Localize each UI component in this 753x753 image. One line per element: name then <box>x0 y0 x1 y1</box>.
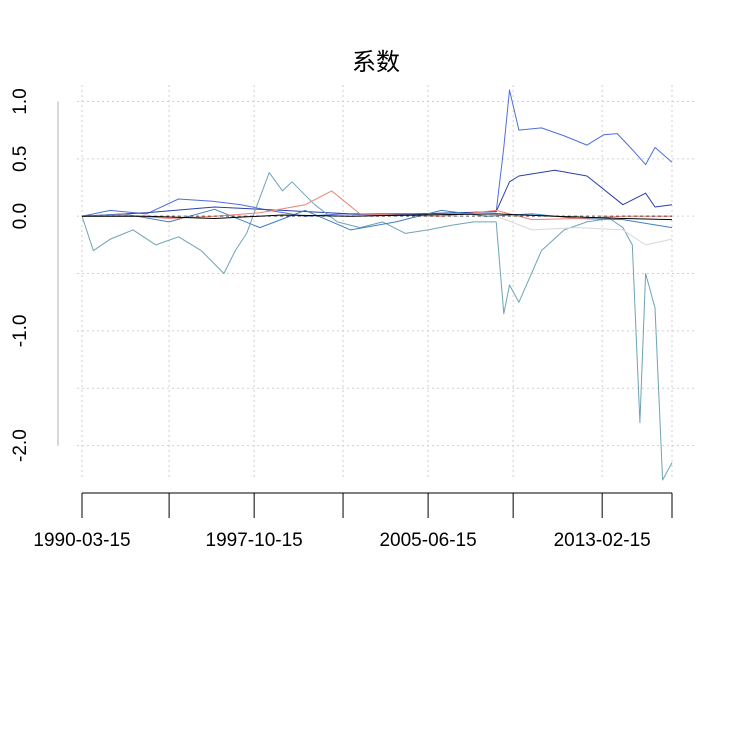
series-line-7 <box>82 213 673 221</box>
series-line-2 <box>81 169 673 217</box>
chart-title: 系数 <box>352 49 400 76</box>
y-tick-label: 0.0 <box>10 203 31 229</box>
y-tick-label: -1.0 <box>10 315 31 348</box>
y-tick-label: 0.5 <box>10 146 31 172</box>
y-tick-label: 1.0 <box>10 88 31 114</box>
x-tick-label: 1997-10-15 <box>206 530 303 551</box>
series-lines <box>81 89 673 481</box>
x-tick-label: 1990-03-15 <box>33 530 130 551</box>
series-line-4 <box>81 208 673 231</box>
x-tick-label: 2013-02-15 <box>554 530 651 551</box>
x-tick-label: 2005-06-15 <box>379 530 476 551</box>
series-line-6 <box>496 215 673 246</box>
axes: 1.0 0.5 0.0 -1.0 -2.0 1990-03-15 1997-10-15 200… <box>10 88 673 551</box>
y-tick-label: -2.0 <box>10 429 31 462</box>
